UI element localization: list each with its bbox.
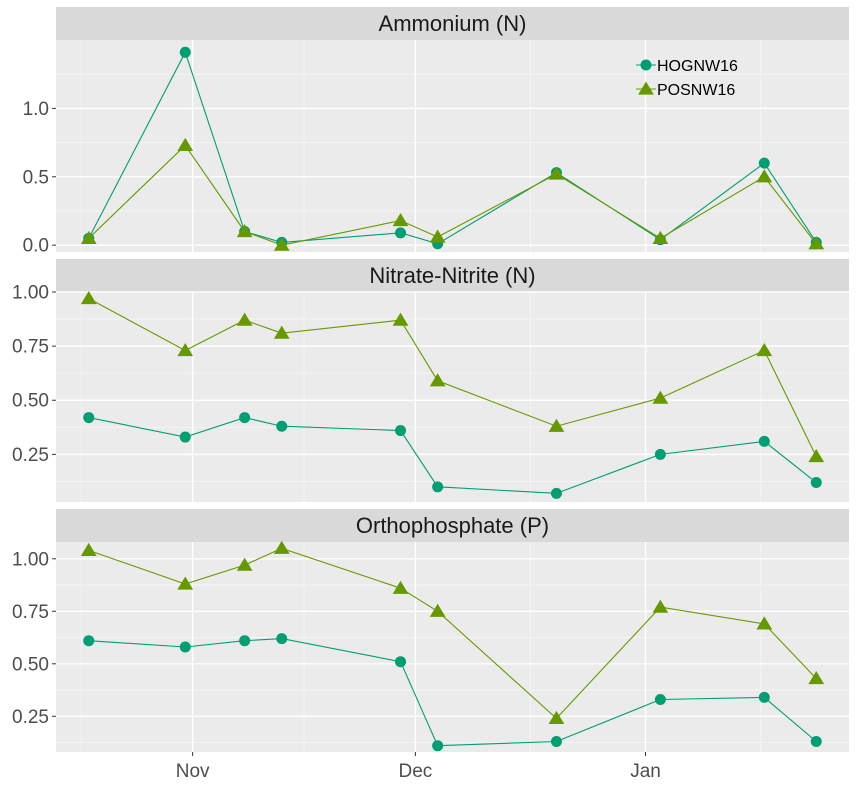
facet-title: Nitrate-Nitrite (N) xyxy=(369,263,535,288)
facet-title: Ammonium (N) xyxy=(379,11,527,36)
data-point-hognw16 xyxy=(432,740,444,752)
data-point-posnw16 xyxy=(177,576,194,590)
data-point-hognw16 xyxy=(810,736,822,747)
data-point-hognw16 xyxy=(179,431,191,443)
data-point-posnw16 xyxy=(236,557,253,571)
series-line-hognw16 xyxy=(88,50,817,245)
y-tick-label: 1.00 xyxy=(12,283,49,304)
data-point-posnw16 xyxy=(652,599,669,613)
data-point-posnw16 xyxy=(756,169,773,183)
legend-label: POSNW16 xyxy=(657,82,735,99)
data-point-posnw16 xyxy=(392,312,409,326)
data-point-hognw16 xyxy=(758,157,770,169)
y-tick-label: 0.50 xyxy=(12,391,49,412)
data-point-hognw16 xyxy=(83,635,95,647)
x-tick-label: Nov xyxy=(176,761,210,782)
data-point-posnw16 xyxy=(80,290,97,305)
series-line-posnw16 xyxy=(88,144,817,246)
legend-key-marker xyxy=(638,81,654,95)
series-line-posnw16 xyxy=(88,298,817,457)
data-point-posnw16 xyxy=(236,223,253,238)
y-tick-label: 0.50 xyxy=(12,654,49,675)
data-point-hognw16 xyxy=(276,420,288,432)
data-point-posnw16 xyxy=(177,342,194,357)
data-point-posnw16 xyxy=(548,418,565,432)
data-point-hognw16 xyxy=(810,477,822,489)
legend-key-marker xyxy=(640,59,652,71)
data-point-posnw16 xyxy=(756,342,773,357)
data-point-hognw16 xyxy=(395,425,407,437)
data-point-hognw16 xyxy=(758,435,770,447)
data-point-posnw16 xyxy=(177,137,194,151)
data-point-hognw16 xyxy=(395,227,407,239)
data-point-hognw16 xyxy=(758,691,770,703)
data-point-hognw16 xyxy=(239,635,251,647)
data-point-hognw16 xyxy=(276,633,288,645)
data-point-posnw16 xyxy=(652,230,669,244)
data-point-posnw16 xyxy=(80,230,97,244)
y-tick-label: 1.00 xyxy=(12,549,49,570)
y-tick-label: 0.25 xyxy=(12,707,49,728)
data-point-posnw16 xyxy=(273,237,290,251)
facet-strip xyxy=(56,259,849,292)
y-tick-label: 0.75 xyxy=(12,337,49,358)
legend-item: POSNW16 xyxy=(636,81,735,99)
data-point-hognw16 xyxy=(395,656,407,668)
data-point-posnw16 xyxy=(548,166,565,180)
data-point-posnw16 xyxy=(756,616,773,630)
data-point-posnw16 xyxy=(236,312,253,326)
data-point-posnw16 xyxy=(808,449,825,463)
data-point-posnw16 xyxy=(429,373,446,387)
data-point-hognw16 xyxy=(654,448,666,460)
legend-label: HOGNW16 xyxy=(657,58,738,75)
y-tick-label: 1.0 xyxy=(23,99,49,120)
y-tick-label: 0.25 xyxy=(12,445,49,466)
x-tick-label: Dec xyxy=(398,761,432,782)
legend: HOGNW16 POSNW16 xyxy=(636,58,738,99)
data-point-hognw16 xyxy=(550,736,562,747)
facet-strip xyxy=(56,7,849,40)
data-point-posnw16 xyxy=(273,540,290,554)
facet-strip xyxy=(56,509,849,542)
data-point-posnw16 xyxy=(429,229,446,243)
data-point-posnw16 xyxy=(429,603,446,617)
data-point-posnw16 xyxy=(273,325,290,339)
data-point-hognw16 xyxy=(179,641,191,653)
y-tick-label: 0.0 xyxy=(23,236,49,257)
data-point-hognw16 xyxy=(654,694,666,705)
panel-background xyxy=(56,542,849,752)
series-line-hognw16 xyxy=(88,416,817,494)
data-point-posnw16 xyxy=(808,236,825,250)
data-point-posnw16 xyxy=(392,213,409,227)
y-tick-label: 0.75 xyxy=(12,602,49,623)
data-point-hognw16 xyxy=(239,412,251,424)
facet-title: Orthophosphate (P) xyxy=(356,513,549,538)
data-point-posnw16 xyxy=(808,671,825,685)
data-point-hognw16 xyxy=(179,46,191,58)
data-point-posnw16 xyxy=(548,710,565,725)
data-point-hognw16 xyxy=(432,481,444,493)
data-point-posnw16 xyxy=(392,580,409,594)
x-tick-label: Jan xyxy=(630,761,661,782)
legend-item: HOGNW16 xyxy=(636,58,738,75)
series-line-hognw16 xyxy=(88,638,817,747)
data-point-hognw16 xyxy=(550,487,562,499)
y-tick-label: 0.5 xyxy=(23,167,49,188)
data-point-posnw16 xyxy=(80,542,97,557)
panel-background xyxy=(56,292,849,502)
data-point-posnw16 xyxy=(652,390,669,404)
series-line-posnw16 xyxy=(88,547,817,720)
data-point-hognw16 xyxy=(83,412,95,424)
